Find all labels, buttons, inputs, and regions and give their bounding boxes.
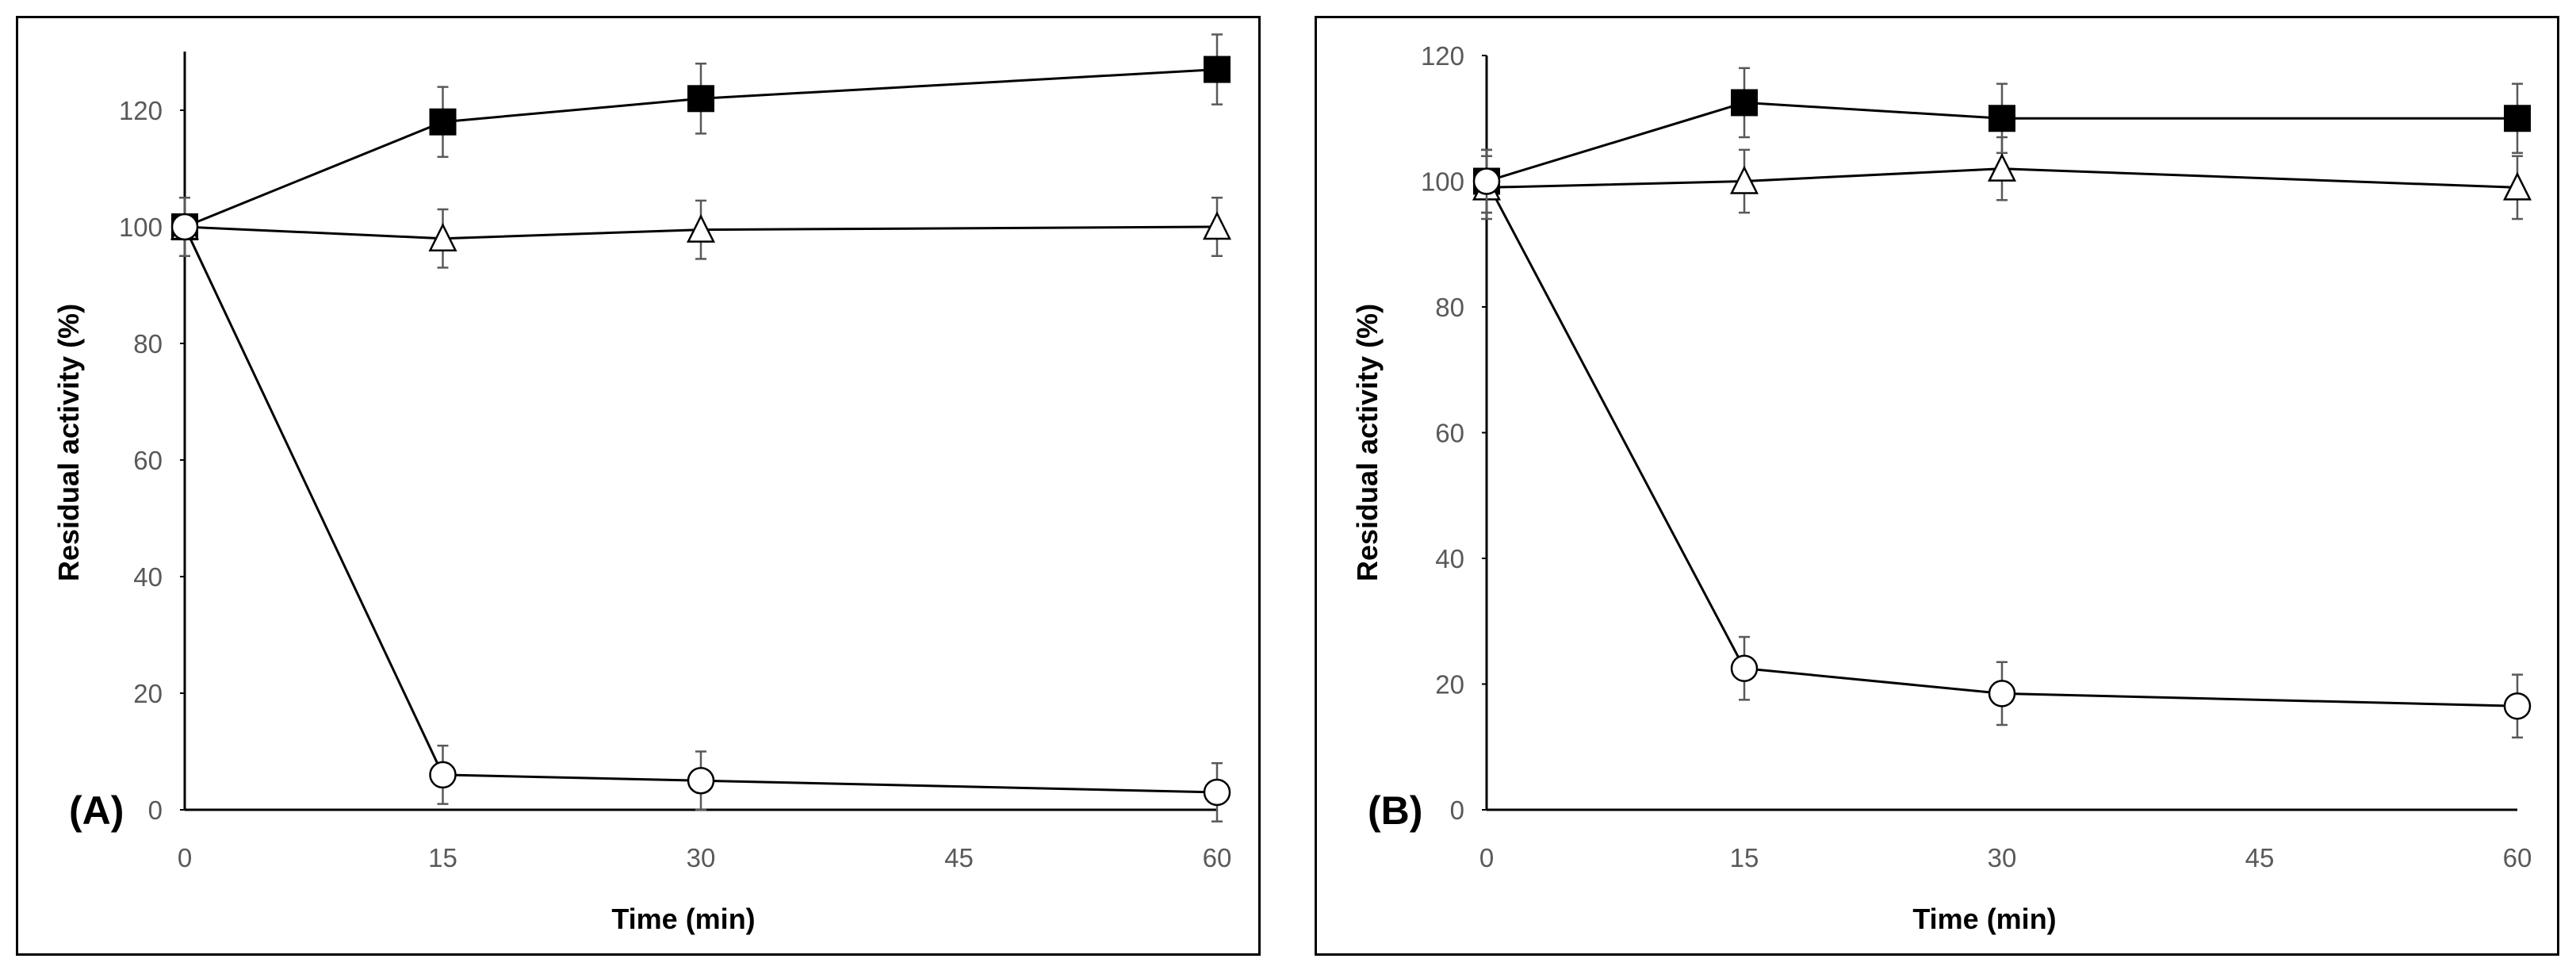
- y-tick-label: 80: [133, 329, 163, 358]
- y-tick-label: 0: [148, 796, 163, 825]
- y-tick-label: 120: [119, 96, 163, 125]
- data-point-circle: [1472, 167, 1501, 195]
- data-point-circle: [1988, 680, 2016, 707]
- data-point-triangle: [1202, 211, 1232, 240]
- data-point-circle: [1203, 778, 1231, 807]
- data-point-triangle: [2502, 171, 2532, 201]
- y-axis-title: Residual activity (%): [1351, 304, 1384, 581]
- y-tick-label: 100: [119, 213, 163, 242]
- x-axis-title: Time (min): [611, 903, 755, 935]
- x-tick-label: 30: [687, 843, 716, 872]
- panel-label: (B): [1368, 788, 1422, 833]
- data-point-circle: [2503, 692, 2532, 720]
- y-tick-label: 20: [1435, 670, 1464, 700]
- data-point-square: [1988, 105, 2015, 132]
- chart-panel-b: 0 20 40 60 80 100 120 0 15 30 45 60 Time (min) Residu…: [1315, 16, 2559, 956]
- y-tick-label: 60: [133, 446, 163, 475]
- series-line-open-triangle: [1486, 167, 2518, 189]
- x-tick-label: 0: [178, 843, 192, 872]
- x-tick-label: 15: [428, 843, 457, 872]
- data-point-triangle: [1987, 152, 2017, 182]
- y-tick-label: 20: [133, 679, 163, 708]
- x-tick-label: 0: [1479, 843, 1494, 872]
- data-point-triangle: [1729, 165, 1759, 194]
- y-tick-label: 100: [1421, 167, 1464, 197]
- y-tick-label: 80: [1435, 293, 1464, 322]
- x-tick-label: 45: [944, 843, 974, 872]
- data-point-triangle: [428, 222, 457, 251]
- data-point-square: [2504, 105, 2531, 132]
- data-point-circle: [429, 761, 457, 789]
- series-line-open-circle: [1485, 180, 2518, 707]
- y-tick-label: 0: [1450, 796, 1464, 825]
- data-point-circle: [1730, 654, 1759, 682]
- x-tick-label: 60: [2503, 843, 2532, 872]
- y-tick-label: 120: [1421, 41, 1464, 71]
- series-line-filled-square: [184, 68, 1218, 228]
- x-tick-label: 45: [2245, 843, 2275, 872]
- series-line-filled-square: [1486, 101, 2517, 182]
- x-tick-label: 30: [1988, 843, 2017, 872]
- data-point-square: [429, 108, 457, 136]
- data-point-triangle: [686, 213, 716, 243]
- series-line-open-circle: [183, 226, 1218, 794]
- data-point-square: [1204, 56, 1231, 83]
- data-point-circle: [687, 767, 715, 795]
- x-tick-label: 60: [1203, 843, 1232, 872]
- x-axis-title: Time (min): [1912, 903, 2056, 935]
- x-tick-label: 15: [1730, 843, 1759, 872]
- data-point-square: [1731, 89, 1758, 117]
- y-tick-label: 40: [133, 562, 163, 592]
- y-axis-title: Residual activity (%): [52, 304, 85, 581]
- data-point-square: [687, 85, 714, 113]
- series-line-open-triangle: [184, 225, 1218, 240]
- y-tick-label: 40: [1435, 544, 1464, 573]
- panel-label: (A): [69, 788, 124, 833]
- chart-b-svg: 0 20 40 60 80 100 120 0 15 30 45 60 Time (min) Residu…: [1351, 41, 2532, 935]
- data-point-circle: [170, 213, 199, 241]
- y-tick-label: 60: [1435, 419, 1464, 448]
- chart-panel-a: 0 20 40 60 80 100 120 0 15 30 45 60 Time (min) Residu…: [16, 16, 1261, 956]
- chart-a-svg: 0 20 40 60 80 100 120 0 15 30 45 60 Time (min) Residu…: [52, 33, 1232, 935]
